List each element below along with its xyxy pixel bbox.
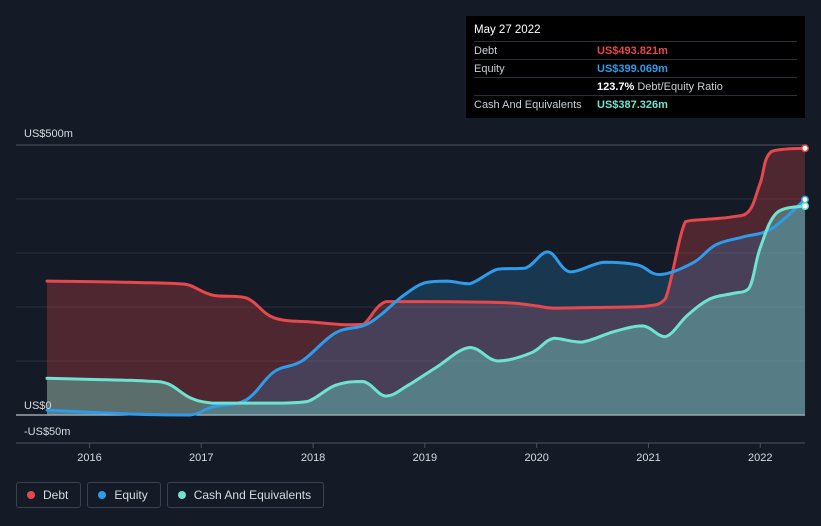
x-tick-label-2017: 2017	[189, 452, 213, 464]
tooltip-equity-value: US$399.069m	[597, 62, 668, 75]
legend-cash-label: Cash And Equivalents	[193, 488, 312, 502]
debt-area	[47, 148, 805, 415]
legend-item-cash[interactable]: Cash And Equivalents	[166, 482, 325, 508]
tooltip-row-debt: Debt US$493.821m	[474, 41, 797, 59]
tooltip-debt-label: Debt	[474, 44, 498, 57]
legend-equity-label: Equity	[114, 488, 148, 502]
tooltip-ratio-label: Debt/Equity Ratio	[637, 80, 723, 93]
line-layer	[45, 144, 809, 417]
area-layer	[47, 148, 805, 415]
legend-debt-dot-icon	[27, 491, 35, 499]
tooltip-debt-value: US$493.821m	[597, 44, 668, 57]
x-tick-label-2019: 2019	[413, 452, 437, 464]
x-tick-label-2020: 2020	[524, 452, 548, 464]
legend: Debt Equity Cash And Equivalents	[16, 482, 325, 508]
tooltip-date: May 27 2022	[474, 24, 541, 36]
legend-cash-dot-icon	[177, 491, 186, 499]
tooltip-panel: May 27 2022 Debt US$493.821m Equity US$3…	[466, 16, 805, 118]
x-tick-label-2016: 2016	[77, 452, 101, 464]
y-tick-label-2: -US$50m	[24, 426, 70, 438]
x-tick-label-2022: 2022	[748, 452, 772, 464]
tooltip-cash-value: US$387.326m	[597, 98, 668, 111]
tooltip-row-cash: Cash And Equivalents US$387.326m	[474, 95, 797, 113]
equity-area	[47, 199, 805, 415]
tooltip-row-ratio: 123.7% Debt/Equity Ratio	[474, 77, 797, 95]
y-tick-label-0: US$500m	[24, 128, 73, 140]
legend-item-equity[interactable]: Equity	[87, 482, 161, 508]
tooltip-equity-label: Equity	[474, 62, 505, 75]
x-tick-label-2021: 2021	[636, 452, 660, 464]
y-tick-label-1: US$0	[24, 400, 52, 412]
equity-endpoint-marker	[801, 195, 809, 204]
cash-line	[45, 204, 807, 405]
cash-endpoint-marker	[801, 202, 809, 210]
debt-line	[45, 146, 807, 327]
cash-area	[47, 206, 805, 415]
legend-debt-label: Debt	[43, 488, 69, 502]
legend-equity-dot-icon	[98, 491, 107, 499]
legend-item-debt[interactable]: Debt	[16, 482, 82, 508]
equity-line	[45, 198, 807, 417]
tooltip-ratio-value: 123.7%	[597, 80, 635, 93]
x-tick-label-2018: 2018	[301, 452, 325, 464]
tooltip-cash-label: Cash And Equivalents	[474, 98, 582, 111]
debt-endpoint-marker	[801, 144, 809, 153]
label-layer: 2016 2017 2018 2019 2020 2021 2022 US$500m US$0 -…	[24, 128, 773, 464]
tooltip-row-equity: Equity US$399.069m	[474, 59, 797, 77]
